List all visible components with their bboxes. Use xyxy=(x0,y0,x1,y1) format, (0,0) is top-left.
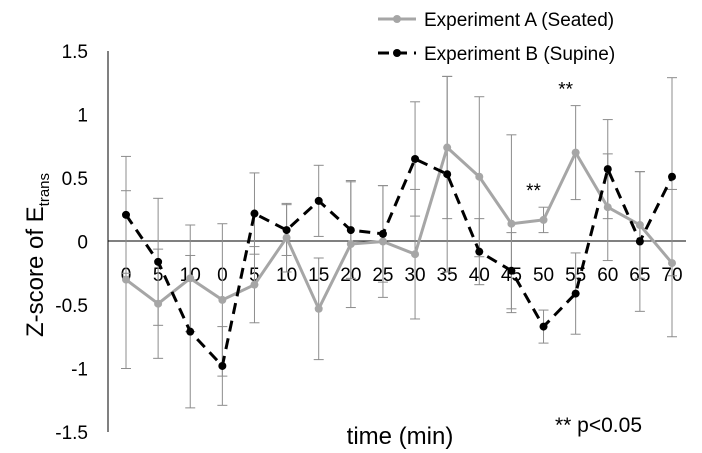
legend-swatch-marker xyxy=(393,15,401,23)
data-point xyxy=(122,275,130,284)
data-point xyxy=(314,196,323,205)
data-point xyxy=(378,237,387,246)
data-point xyxy=(507,266,516,275)
data-point xyxy=(635,237,644,246)
data-point xyxy=(218,361,227,370)
legend-label: Experiment B (Supine) xyxy=(424,44,615,65)
data-point xyxy=(346,240,355,249)
data-point xyxy=(154,257,163,266)
y-axis-title: Z-score of Etrans xyxy=(22,173,53,337)
data-point xyxy=(603,203,612,212)
y-axis-title-sub: trans xyxy=(36,173,53,206)
y-tick-label: 1.5 xyxy=(62,42,88,63)
significance-mark: ** xyxy=(526,181,541,202)
legend-label: Experiment A (Seated) xyxy=(424,10,614,31)
data-point xyxy=(539,322,548,331)
data-point xyxy=(378,229,387,238)
x-axis-title: time (min) xyxy=(347,423,454,450)
x-tick-label: 10 xyxy=(276,265,297,286)
data-point xyxy=(282,233,291,242)
significance-mark: ** xyxy=(558,80,573,101)
data-point xyxy=(443,143,452,152)
data-point xyxy=(282,226,291,235)
data-point xyxy=(475,247,484,256)
data-point xyxy=(635,220,644,229)
y-tick-labels: 1.5 1 0.5 0 -0.5 -1 -1.5 xyxy=(55,42,88,444)
data-point xyxy=(346,226,355,235)
data-point xyxy=(154,299,163,308)
svg-text:Z-score of Etrans: Z-score of Etrans xyxy=(22,173,53,337)
data-point xyxy=(571,148,580,157)
data-point xyxy=(475,172,484,181)
x-tick-label: 35 xyxy=(437,265,458,286)
x-tick-labels: 05100510152025303540455055606570 xyxy=(121,265,683,286)
x-tick-label: 50 xyxy=(533,265,554,286)
series-lines xyxy=(124,146,674,368)
data-point xyxy=(539,215,548,224)
y-axis-title-main: Z-score of E xyxy=(22,206,49,337)
data-point xyxy=(122,210,130,219)
series-markers xyxy=(122,143,676,370)
legend-swatch-marker xyxy=(393,49,401,57)
data-point xyxy=(186,327,195,336)
data-point xyxy=(443,170,452,179)
error-bars xyxy=(121,75,677,409)
data-point xyxy=(668,259,676,268)
data-point xyxy=(250,209,259,218)
y-tick-label: 0 xyxy=(77,233,88,254)
data-point xyxy=(250,280,259,289)
data-point xyxy=(218,295,227,304)
y-tick-label: -1.5 xyxy=(55,423,88,444)
x-tick-label: 60 xyxy=(597,265,618,286)
data-point xyxy=(186,274,195,283)
data-point xyxy=(411,154,420,163)
data-point xyxy=(314,304,323,313)
data-point xyxy=(411,250,420,259)
data-point xyxy=(603,165,612,174)
y-tick-label: -1 xyxy=(71,360,88,381)
data-point xyxy=(507,219,516,228)
significance-note: ** p<0.05 xyxy=(555,414,642,437)
data-point xyxy=(668,172,676,181)
y-tick-label: 0.5 xyxy=(62,169,88,190)
y-tick-label: 1 xyxy=(77,106,88,127)
series-line xyxy=(125,146,674,311)
y-tick-label: -0.5 xyxy=(55,296,88,317)
legend: Experiment A (Seated) Experiment B (Supin… xyxy=(378,10,615,65)
series-line xyxy=(124,157,674,368)
data-point xyxy=(571,289,580,298)
significance-marks: ** ** xyxy=(526,80,574,203)
